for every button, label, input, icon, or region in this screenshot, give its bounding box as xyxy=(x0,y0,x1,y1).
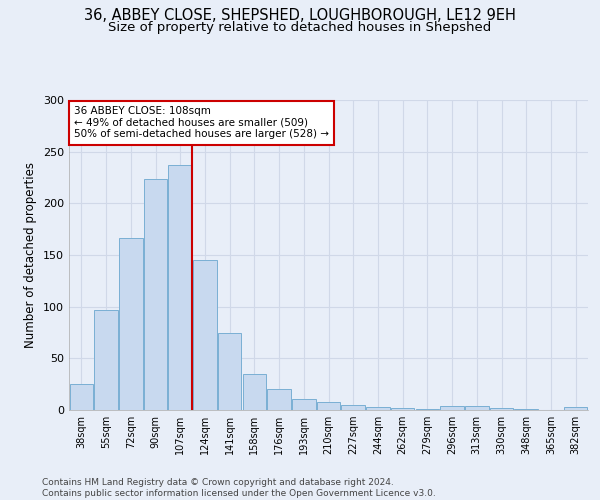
Bar xyxy=(465,406,488,410)
Text: Contains HM Land Registry data © Crown copyright and database right 2024.
Contai: Contains HM Land Registry data © Crown c… xyxy=(42,478,436,498)
Bar xyxy=(218,332,241,410)
Bar xyxy=(391,408,415,410)
Text: Size of property relative to detached houses in Shepshed: Size of property relative to detached ho… xyxy=(109,21,491,34)
Bar xyxy=(292,398,316,410)
Bar xyxy=(317,402,340,410)
Bar xyxy=(169,165,192,410)
Bar xyxy=(242,374,266,410)
Bar xyxy=(564,407,587,410)
Bar xyxy=(490,408,513,410)
Bar xyxy=(341,405,365,410)
Text: 36, ABBEY CLOSE, SHEPSHED, LOUGHBOROUGH, LE12 9EH: 36, ABBEY CLOSE, SHEPSHED, LOUGHBOROUGH,… xyxy=(84,8,516,22)
Bar xyxy=(119,238,143,410)
Text: 36 ABBEY CLOSE: 108sqm
← 49% of detached houses are smaller (509)
50% of semi-de: 36 ABBEY CLOSE: 108sqm ← 49% of detached… xyxy=(74,106,329,140)
Bar xyxy=(70,384,93,410)
Bar xyxy=(144,178,167,410)
Bar xyxy=(416,409,439,410)
Bar xyxy=(193,260,217,410)
Y-axis label: Number of detached properties: Number of detached properties xyxy=(25,162,37,348)
Bar xyxy=(94,310,118,410)
Bar xyxy=(366,407,389,410)
Bar xyxy=(268,390,291,410)
Bar xyxy=(440,406,464,410)
Bar xyxy=(514,409,538,410)
